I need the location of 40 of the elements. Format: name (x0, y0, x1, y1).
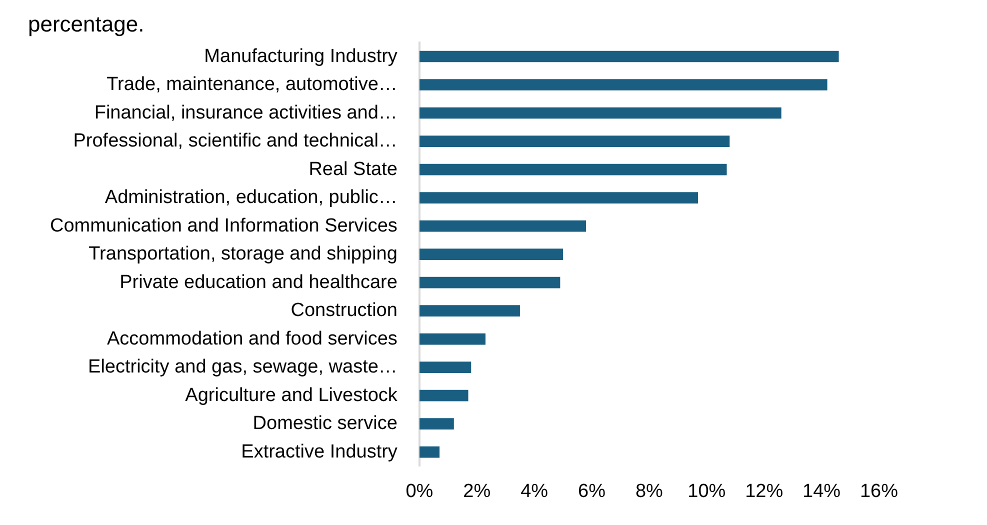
bar (419, 136, 730, 147)
y-tick-label: Communication and Information Services (50, 215, 398, 236)
y-tick-label: Financial, insurance activities and… (94, 102, 398, 124)
bar (419, 362, 472, 373)
bar (419, 276, 560, 288)
x-tick-label: 16% (860, 480, 898, 502)
y-tick-label: Private education and healthcare (120, 272, 398, 293)
x-tick-label: 6% (578, 480, 606, 502)
y-tick-label: Administration, education, public… (104, 187, 398, 208)
bar (419, 164, 727, 176)
y-tick-label: Domestic service (252, 413, 398, 434)
bar (419, 50, 839, 62)
x-tick-label: 4% (520, 480, 548, 502)
x-tick-label: 12% (745, 480, 784, 502)
bar (419, 418, 454, 430)
bar (419, 79, 828, 90)
y-tick-label: Trade, maintenance, automotive… (106, 74, 398, 96)
bar (419, 248, 564, 260)
x-tick-label: 2% (463, 480, 491, 502)
y-tick-label: Extractive Industry (241, 441, 398, 462)
bar (419, 305, 520, 316)
y-tick-label: Professional, scientific and technical… (73, 130, 398, 152)
x-tick-label: 0% (406, 480, 434, 502)
bar (419, 220, 586, 232)
bar (419, 107, 782, 119)
y-tick-label: Electricity and gas, sewage, waste… (88, 356, 398, 378)
y-tick-label: Manufacturing Industry (204, 46, 398, 67)
x-tick-label: 14% (802, 480, 841, 502)
y-tick-label: Accommodation and food services (107, 328, 398, 350)
y-tick-label: Transportation, storage and shipping (88, 244, 398, 265)
y-tick-label: Real State (308, 158, 398, 180)
bar (419, 446, 440, 458)
y-tick-label: Construction (290, 300, 398, 322)
x-tick-label: 8% (635, 480, 664, 502)
bar (419, 390, 468, 402)
y-tick-label: Agriculture and Livestock (185, 384, 398, 406)
x-tick-label: 10% (688, 480, 726, 502)
bar (419, 333, 486, 345)
text: percentage. (28, 11, 144, 36)
bar (419, 192, 698, 204)
